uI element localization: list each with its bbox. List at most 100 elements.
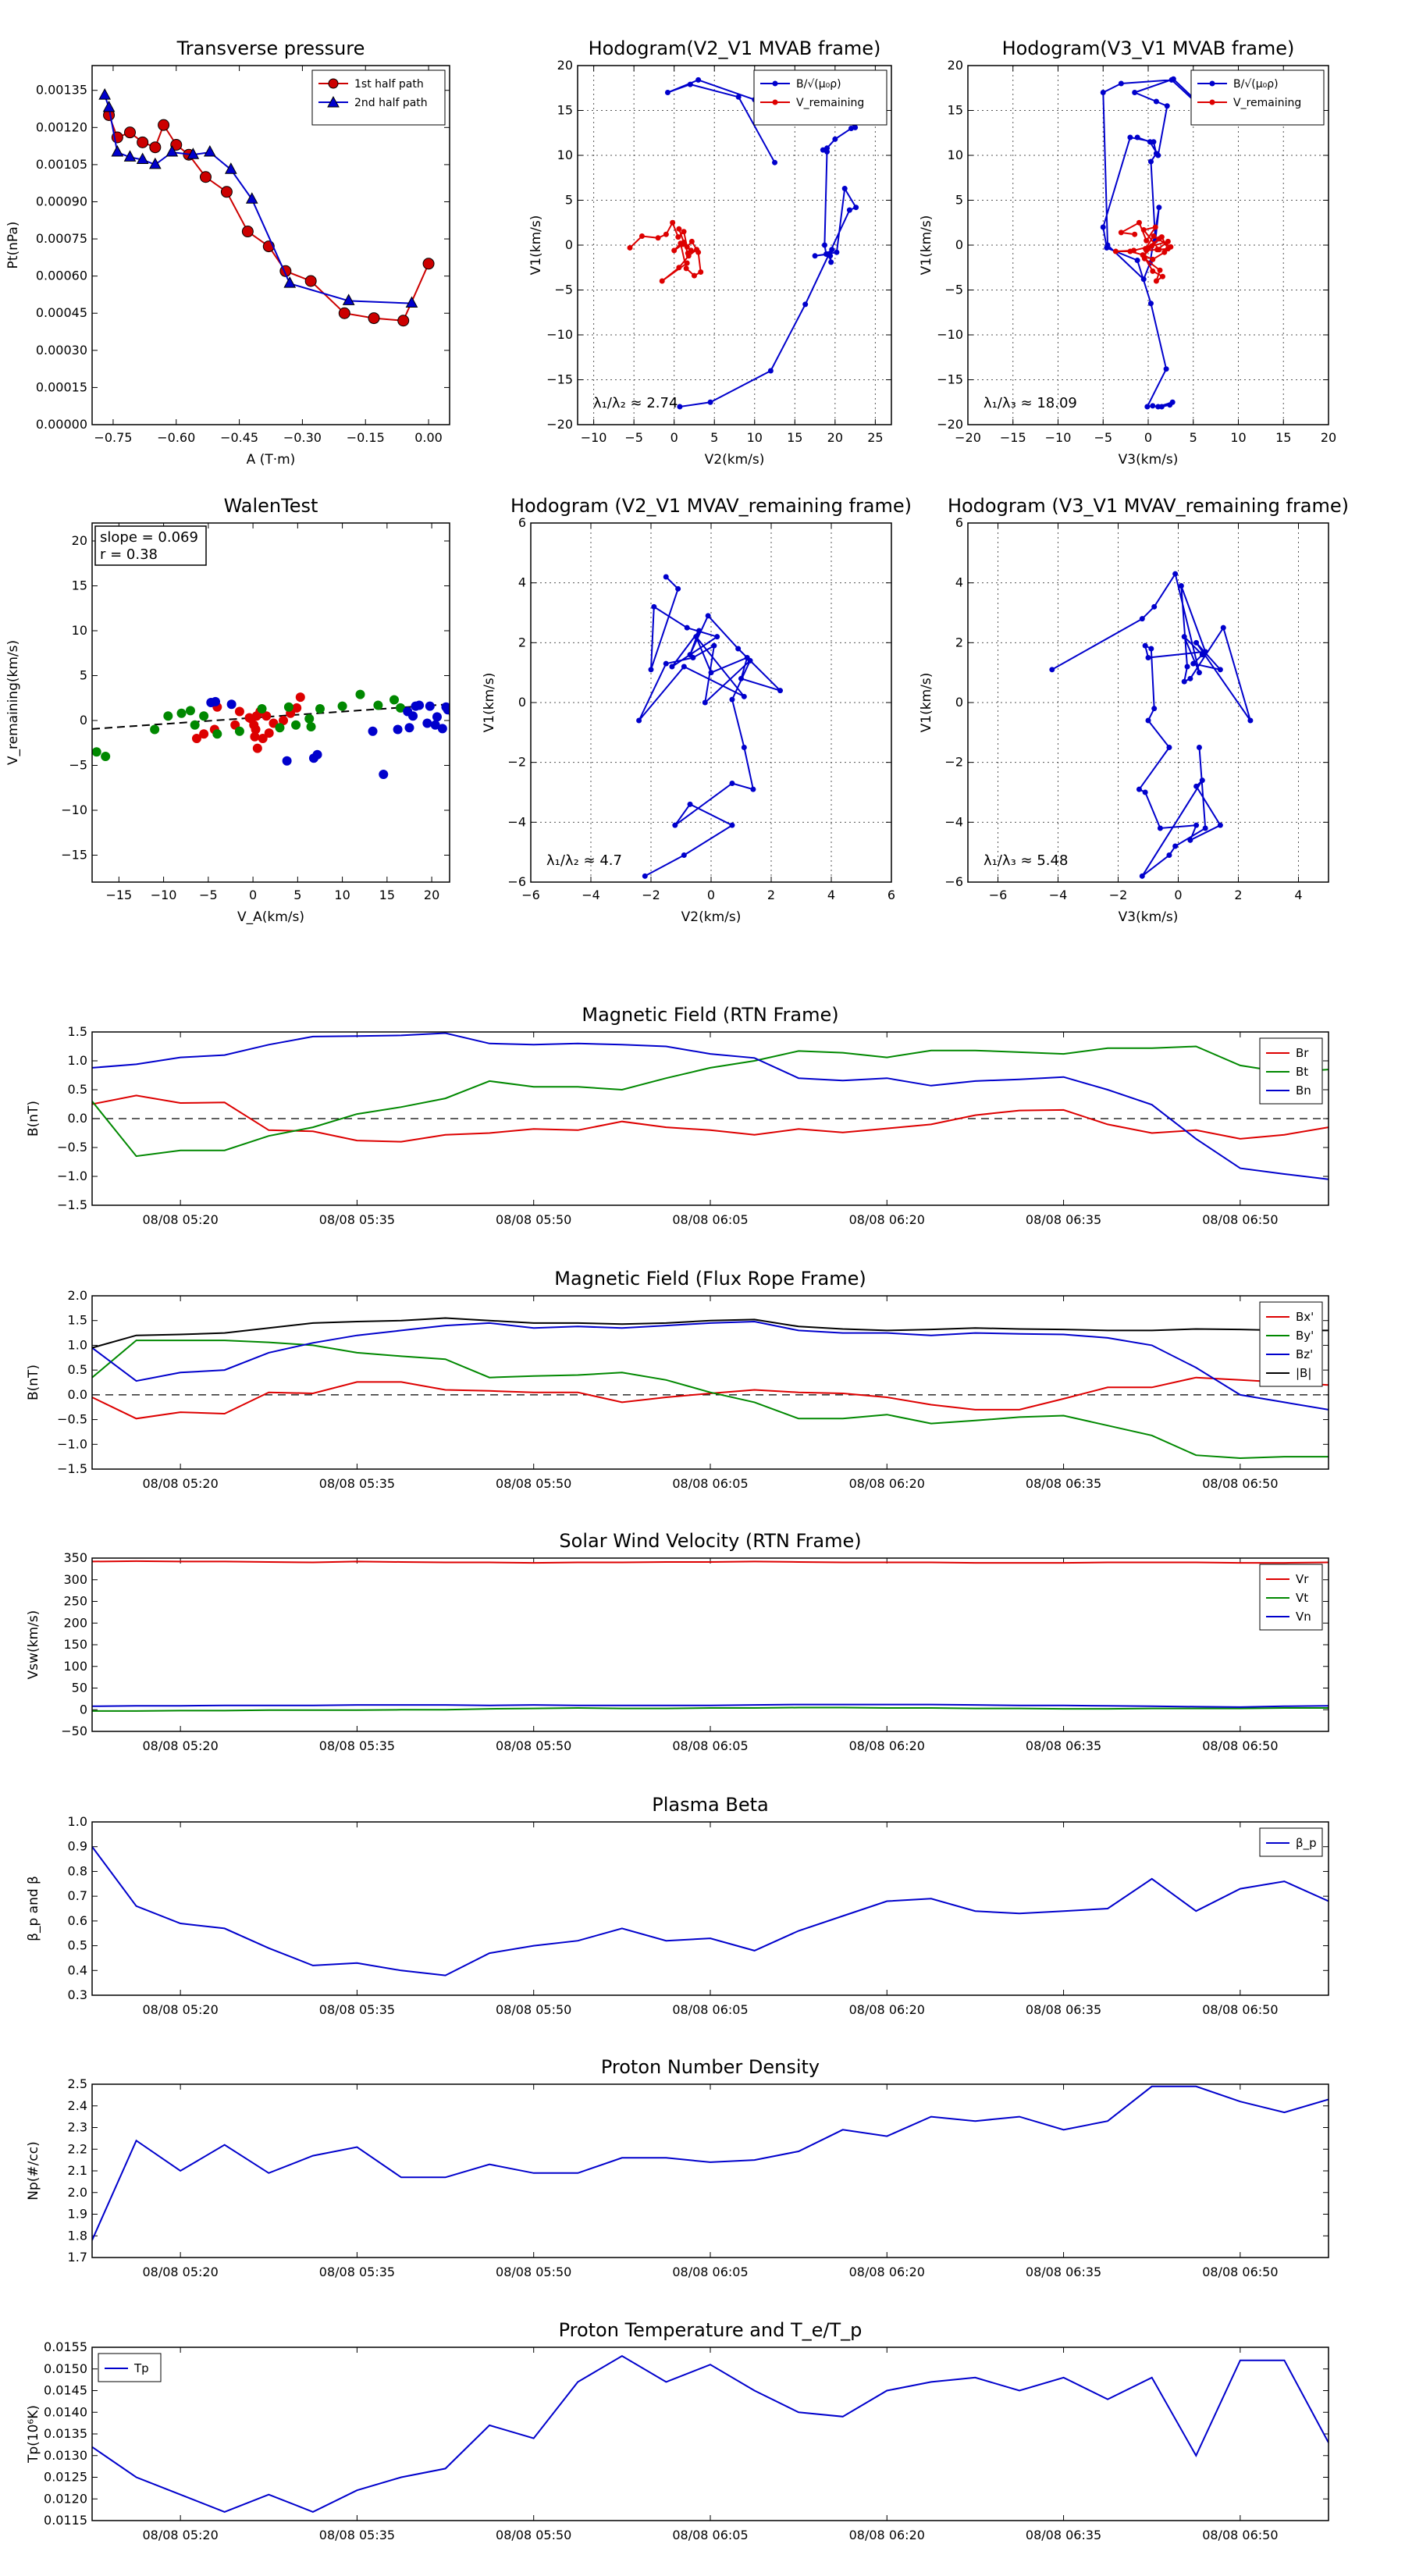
data-point <box>397 315 410 327</box>
data-point <box>684 260 690 266</box>
y-tick-label: 1.8 <box>68 2228 87 2243</box>
y-tick-label: 0.00000 <box>36 417 87 432</box>
legend-label: Vr <box>1296 1572 1309 1586</box>
x-tick-label: 08/08 06:35 <box>1026 2265 1101 2279</box>
legend-label: By' <box>1296 1329 1314 1343</box>
data-point <box>123 126 136 139</box>
data-point <box>1144 404 1151 410</box>
data-point <box>241 226 254 238</box>
series-layer <box>627 76 859 410</box>
series-line-2 <box>92 1703 1329 1708</box>
data-point <box>101 752 111 761</box>
data-point <box>735 94 742 100</box>
x-axis-label: V3(km/s) <box>1119 909 1179 925</box>
data-point <box>393 724 403 735</box>
y-tick-label: −2 <box>944 755 963 770</box>
y-tick-label: −15 <box>937 372 963 387</box>
data-point <box>828 259 834 265</box>
data-point <box>422 258 435 270</box>
series-layer <box>92 1560 1329 1712</box>
y-tick-label: 0.00090 <box>36 194 87 208</box>
y-tick-label: 0.5 <box>68 1938 87 1953</box>
data-point <box>772 159 778 165</box>
data-point <box>355 689 365 699</box>
data-point <box>368 312 380 325</box>
y-tick-label: 2.0 <box>68 1288 87 1303</box>
data-point <box>690 655 696 660</box>
y-tick-label: 15 <box>72 578 87 593</box>
data-point <box>1049 667 1055 673</box>
y-tick-label: 0.00075 <box>36 231 87 246</box>
x-tick-label: 20 <box>1321 430 1336 445</box>
x-tick-label: 08/08 05:35 <box>319 1212 395 1227</box>
chart-title: Magnetic Field (RTN Frame) <box>582 1004 838 1026</box>
annotation-text: slope = 0.069 <box>100 529 198 546</box>
series-line-1 <box>92 1045 1329 1158</box>
data-point <box>252 743 262 753</box>
data-point <box>677 404 683 410</box>
data-point <box>1134 258 1140 264</box>
data-point <box>338 307 350 319</box>
data-point <box>1147 158 1154 165</box>
data-point <box>204 144 216 157</box>
data-point <box>1157 267 1163 273</box>
chart-t3: 08/08 05:20 08/08 05:35 08/08 05:50 08/08 0… <box>26 1530 1329 1753</box>
data-point <box>98 88 112 100</box>
data-point <box>729 822 735 828</box>
y-tick-label: 20 <box>72 533 87 548</box>
series-layer <box>636 574 784 879</box>
data-point <box>846 207 852 213</box>
data-point <box>1151 233 1157 239</box>
data-point <box>1172 843 1179 849</box>
x-tick-label: 08/08 06:50 <box>1202 1212 1278 1227</box>
x-tick-label: −5 <box>1094 430 1112 445</box>
x-tick-label: 10 <box>1230 430 1246 445</box>
x-tick-label: −0.75 <box>94 430 132 445</box>
data-point <box>1196 745 1202 750</box>
x-tick-label: 08/08 05:50 <box>496 2002 571 2017</box>
data-point <box>675 234 681 240</box>
chart-title: Proton Number Density <box>601 2056 820 2078</box>
chart-title: Transverse pressure <box>176 37 365 59</box>
data-point <box>1145 655 1151 660</box>
y-axis-label: Vsw(km/s) <box>26 1610 41 1680</box>
data-point <box>685 253 692 259</box>
chart-title: WalenTest <box>224 495 318 517</box>
y-axis-label: V1(km/s) <box>528 215 544 276</box>
x-tick-label: 08/08 06:20 <box>849 2265 925 2279</box>
legend-label: Bz' <box>1296 1347 1313 1361</box>
data-point <box>707 399 713 405</box>
annotation-text: λ₁/λ₂ ≈ 2.74 <box>593 395 678 411</box>
data-point <box>379 770 389 779</box>
data-point <box>698 269 704 275</box>
data-point <box>1144 237 1150 244</box>
data-point <box>404 723 414 733</box>
y-tick-label: −1.0 <box>57 1169 87 1183</box>
data-point <box>226 699 237 710</box>
x-tick-label: 08/08 06:50 <box>1202 2528 1278 2542</box>
y-tick-label: −5 <box>944 283 963 297</box>
data-point <box>1151 706 1158 712</box>
data-point <box>691 272 697 279</box>
x-tick-label: −15 <box>1000 430 1026 445</box>
data-point <box>92 747 101 757</box>
y-tick-label: 6 <box>518 515 526 530</box>
data-point <box>683 265 689 272</box>
legend-label: B/√(μ₀ρ) <box>1233 78 1279 91</box>
data-point <box>102 100 116 112</box>
data-point <box>279 716 289 725</box>
y-tick-label: −0.5 <box>57 1140 87 1155</box>
legend-label: Bt <box>1296 1065 1308 1079</box>
x-tick-label: −5 <box>199 888 218 902</box>
data-point <box>1159 273 1165 279</box>
y-tick-label: 0.0115 <box>44 2513 87 2528</box>
data-point <box>123 150 137 162</box>
data-point <box>411 701 421 711</box>
data-point <box>199 729 209 739</box>
data-point <box>671 247 678 254</box>
y-tick-label: 0.00105 <box>36 157 87 172</box>
data-point <box>670 219 676 226</box>
x-tick-label: 25 <box>867 430 883 445</box>
